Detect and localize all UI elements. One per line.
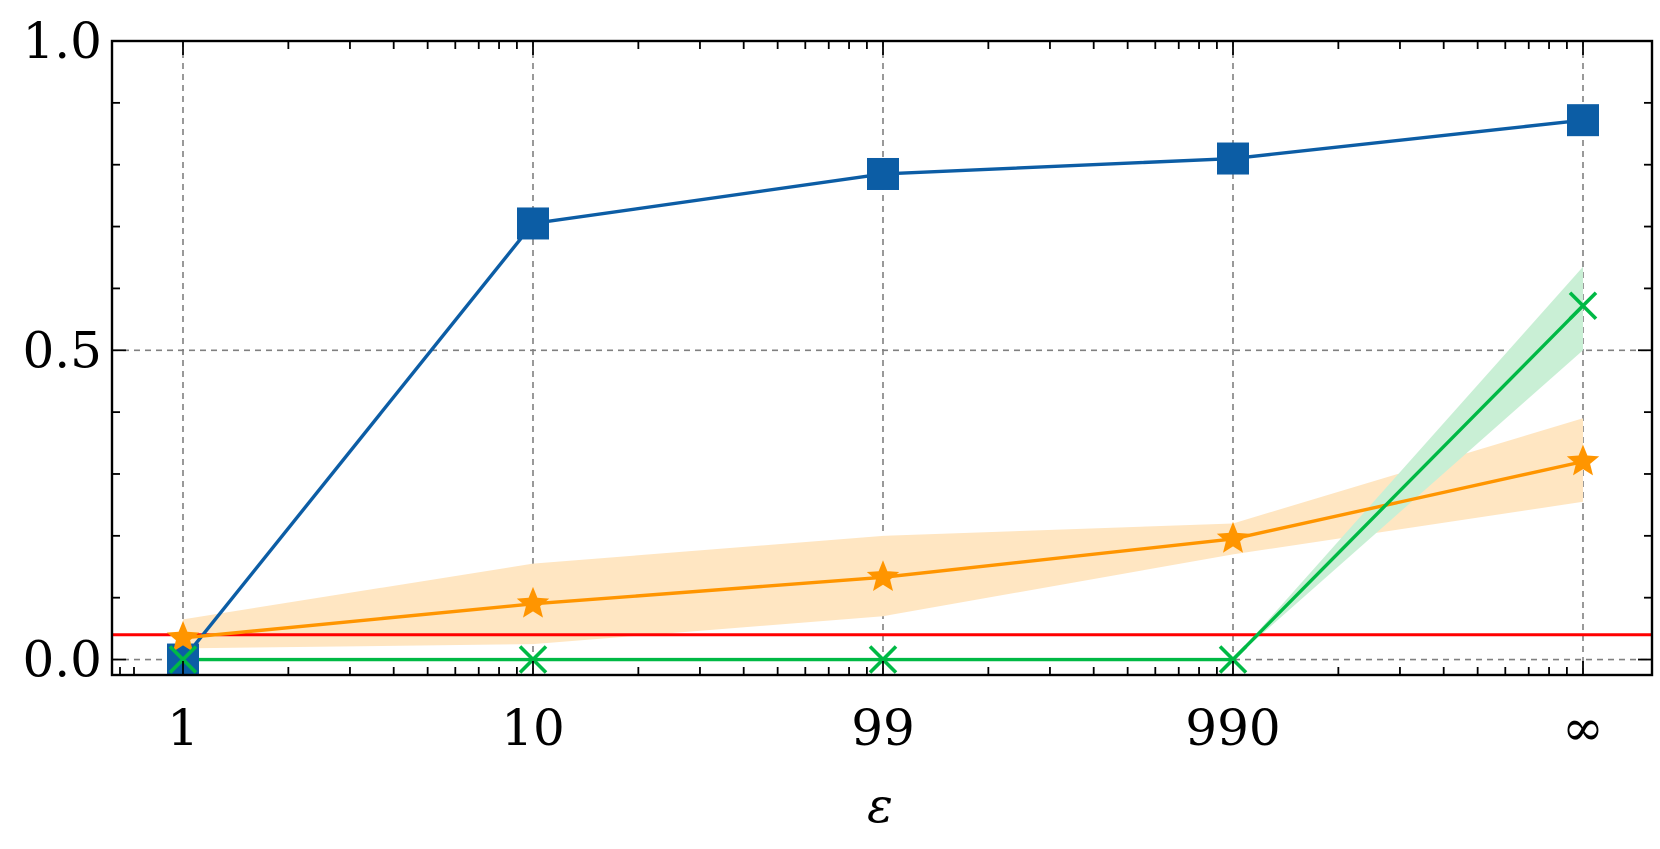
data-point-square <box>867 157 899 190</box>
x-mark-stroke <box>1218 645 1248 674</box>
x-mark-stroke <box>168 645 198 674</box>
y-tick-label: 0.5 <box>22 321 102 379</box>
x-mark-stroke <box>1568 291 1598 321</box>
plot-frame <box>110 39 1654 677</box>
data-point-x <box>518 645 548 674</box>
data-point-square <box>1217 142 1249 175</box>
y-tick-label: 1.0 <box>22 12 102 70</box>
series-markers <box>166 104 1600 676</box>
x-mark-stroke <box>868 645 898 674</box>
tick-labels: 1 10 99 990 ∞ 0.0 0.5 1.0 <box>22 12 1603 757</box>
data-point-star <box>866 560 900 591</box>
x-axis-label: ε <box>867 778 893 834</box>
x-tick-label: ∞ <box>1562 699 1604 757</box>
x-tick-label: 990 <box>1185 699 1280 757</box>
data-point-star <box>1566 444 1600 476</box>
data-point-x <box>868 645 898 674</box>
y-tick-label: 0.0 <box>22 631 102 689</box>
data-point-square <box>1567 104 1599 137</box>
data-point-star <box>1216 521 1250 553</box>
axis-ticks <box>112 40 1652 675</box>
data-point-x <box>1218 645 1248 674</box>
data-point-star <box>516 586 550 618</box>
data-point-star <box>166 620 200 652</box>
x-tick-label: 10 <box>501 699 565 757</box>
data-point-x <box>1568 291 1598 321</box>
x-mark-stroke <box>518 645 548 674</box>
data-point-x <box>168 645 198 674</box>
data-point-square <box>517 207 549 240</box>
x-tick-label: 1 <box>167 699 199 757</box>
x-tick-label: 99 <box>851 699 915 757</box>
